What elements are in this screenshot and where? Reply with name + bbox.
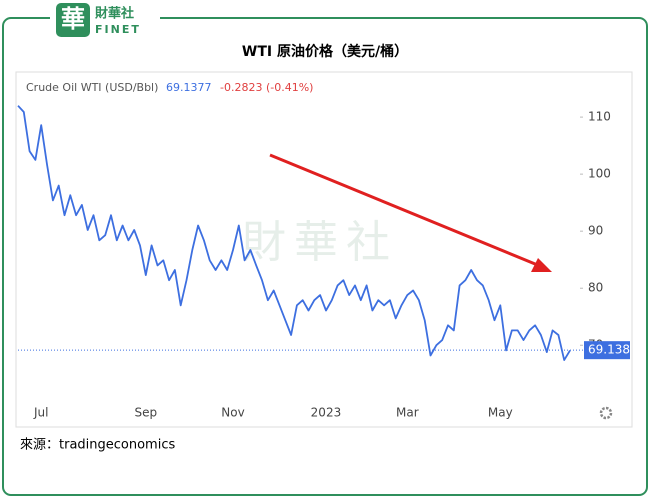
last-price: 69.1377: [166, 81, 212, 94]
series-label: Crude Oil WTI (USD/Bbl): [26, 81, 158, 94]
x-tick-label: Mar: [396, 406, 419, 420]
y-tick-label: 80: [588, 281, 603, 295]
last-value-label: 69.138: [588, 343, 630, 357]
change: -0.2823 (-0.41%): [220, 81, 313, 94]
arrow-head: [531, 258, 552, 272]
settings-icon[interactable]: [599, 406, 613, 420]
chart-title: WTI 原油价格（美元/桶）: [242, 43, 408, 60]
x-tick-label: May: [488, 406, 513, 420]
chart-panel: [15, 71, 633, 428]
y-tick-label: 100: [588, 167, 611, 181]
y-tick-label: 90: [588, 224, 603, 238]
source: 來源：tradingeconomics: [20, 438, 175, 453]
logo-icon: [56, 3, 90, 37]
last-value-box: [584, 341, 630, 360]
logo-sub: FINET: [95, 23, 141, 36]
frame: [2, 17, 648, 496]
logo-text: 財華社: [94, 6, 134, 22]
watermark: 財華社: [242, 217, 398, 268]
x-tick-label: 2023: [311, 406, 342, 420]
arrow: [269, 153, 541, 268]
x-tick-label: Sep: [135, 406, 158, 420]
y-tick-label: 110: [588, 110, 611, 124]
line: [17, 105, 571, 361]
logo-glyph: 華: [61, 5, 85, 33]
x-tick-label: Nov: [221, 406, 244, 420]
x-tick-label: Jul: [33, 406, 48, 420]
